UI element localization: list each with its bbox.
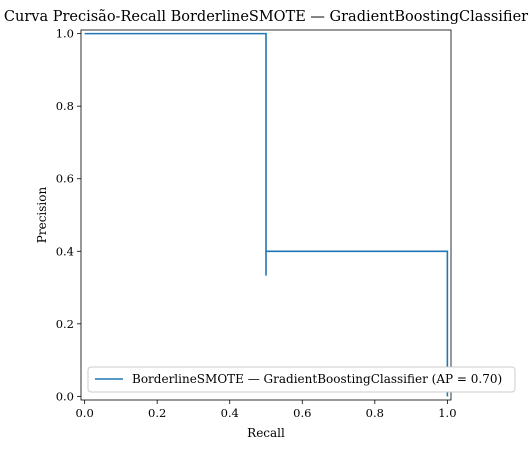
x-axis: 0.0 0.2 0.4 0.6 0.8 1.0 bbox=[75, 400, 457, 420]
y-tick-label: 0.2 bbox=[56, 317, 74, 331]
x-axis-label: Recall bbox=[247, 426, 285, 440]
pr-curve-line bbox=[84, 32, 449, 397]
y-tick-label: 0.8 bbox=[56, 99, 74, 113]
legend-label: BorderlineSMOTE — GradientBoostingClassi… bbox=[132, 372, 502, 386]
x-tick-label: 0.4 bbox=[221, 406, 239, 420]
chart-title: Curva Precisão-Recall BorderlineSMOTE — … bbox=[4, 9, 528, 25]
y-tick-label: 0.4 bbox=[56, 244, 74, 258]
axes-frame bbox=[80, 29, 452, 401]
x-tick-label: 0.6 bbox=[293, 406, 311, 420]
x-tick-label: 0.2 bbox=[148, 406, 166, 420]
legend: BorderlineSMOTE — GradientBoostingClassi… bbox=[87, 366, 516, 393]
y-tick-label: 0.0 bbox=[56, 389, 74, 403]
y-axis-label: Precision bbox=[35, 187, 49, 244]
x-tick-label: 0.8 bbox=[366, 406, 384, 420]
legend-box bbox=[87, 366, 516, 393]
y-tick-label: 0.6 bbox=[56, 172, 74, 186]
plot-area bbox=[84, 32, 449, 397]
x-tick-label: 0.0 bbox=[75, 406, 93, 420]
y-axis: 0.0 0.2 0.4 0.6 0.8 1.0 bbox=[56, 27, 81, 403]
y-tick-label: 1.0 bbox=[56, 27, 74, 41]
x-tick-label: 1.0 bbox=[438, 406, 456, 420]
